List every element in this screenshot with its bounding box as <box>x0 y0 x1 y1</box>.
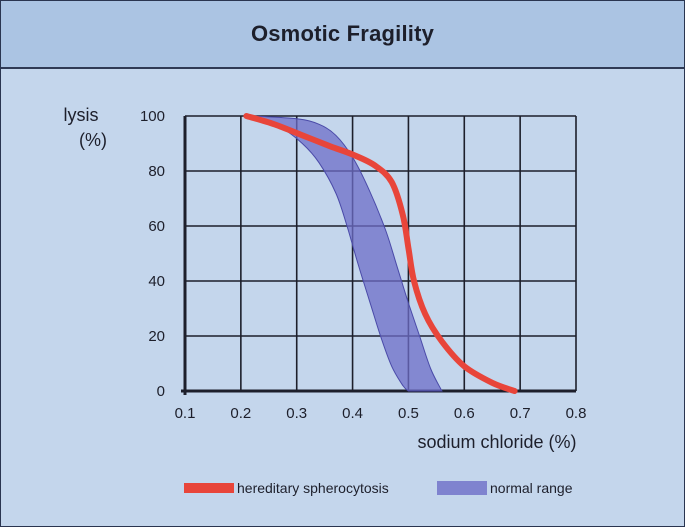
x-axis-label: sodium chloride (%) <box>417 432 576 452</box>
legend-swatch-normal-range <box>437 481 487 495</box>
y-tick-label: 80 <box>148 163 165 180</box>
x-tick-label: 0.3 <box>286 405 307 422</box>
x-tick-label: 0.6 <box>454 405 475 422</box>
chart-title: Osmotic Fragility <box>250 21 435 46</box>
title-bar: Osmotic Fragility <box>1 1 684 69</box>
y-tick-label: 20 <box>148 328 165 345</box>
x-tick-label: 0.8 <box>566 405 587 422</box>
chart-svg: 0.1 0.2 0.3 0.4 0.5 0.6 0.7 0.8 0 20 40 60 80 100 lysi… <box>64 105 587 496</box>
x-tick-label: 0.5 <box>398 405 419 422</box>
spherocytosis-curve <box>243 113 518 394</box>
y-tick-label: 0 <box>157 383 165 400</box>
legend-label-normal-range: normal range <box>490 480 573 496</box>
y-tick-label: 40 <box>148 273 165 290</box>
x-tick-label: 0.2 <box>230 405 251 422</box>
x-tick-label: 0.7 <box>510 405 531 422</box>
legend-label-spherocytosis: hereditary spherocytosis <box>237 480 389 496</box>
x-tick-label: 0.4 <box>342 405 363 422</box>
x-tick-label: 0.1 <box>175 405 196 422</box>
y-tick-label: 100 <box>140 108 165 125</box>
y-axis-label-line1: lysis <box>64 105 99 125</box>
y-axis-label-line2: (%) <box>79 130 107 150</box>
normal-range-band <box>251 115 443 392</box>
legend-swatch-spherocytosis <box>184 483 234 493</box>
y-tick-label: 60 <box>148 218 165 235</box>
